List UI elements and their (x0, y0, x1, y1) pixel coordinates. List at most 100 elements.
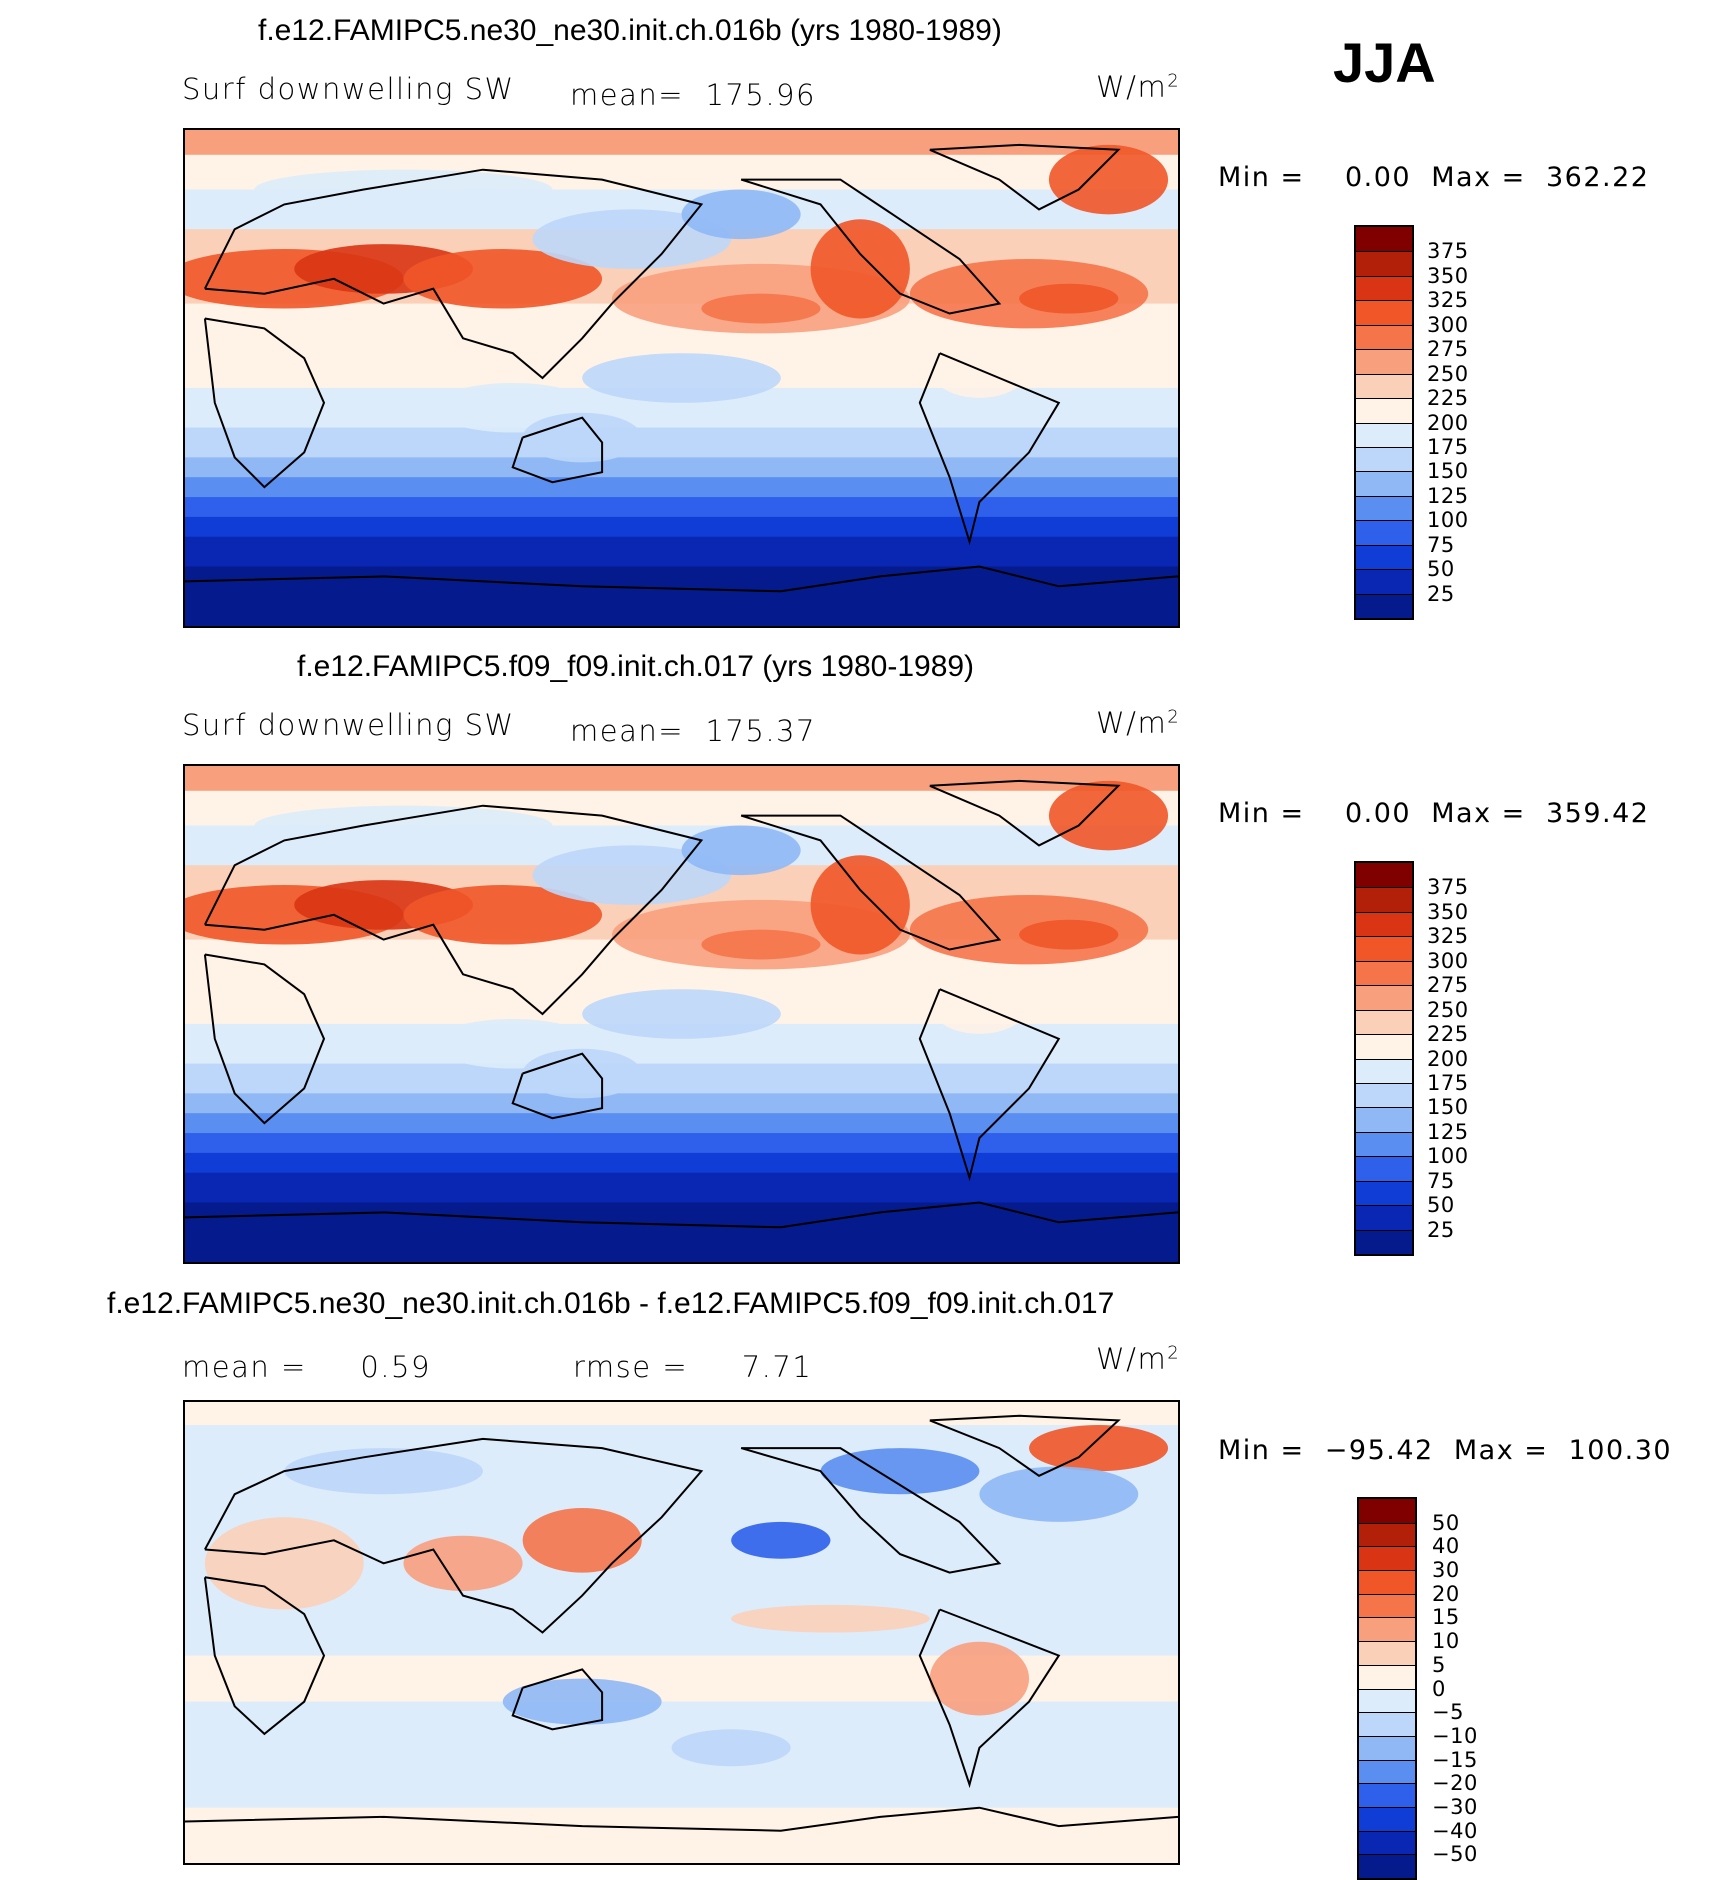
colorbar-tick-label: 30 (1432, 1558, 1460, 1583)
colorbar-tick-label: 150 (1427, 1095, 1469, 1120)
colorbar-tick-label: 225 (1427, 1022, 1469, 1047)
colorbar-cell (1356, 471, 1412, 496)
colorbar-cell (1356, 1180, 1412, 1206)
colorbar-tick-label: 100 (1427, 508, 1469, 533)
panel2-min-value: 0.00 (1344, 798, 1412, 829)
colorbar-cell (1359, 1688, 1415, 1713)
colorbar-tick-label: −50 (1432, 1842, 1478, 1867)
colorbar-cell (1356, 422, 1412, 447)
panel1-title: f.e12.FAMIPC5.ne30_ne30.init.ch.016b (yr… (258, 14, 1002, 47)
colorbar-cell (1356, 520, 1412, 545)
colorbar-tick-label: 350 (1427, 899, 1469, 924)
colorbar-tick-label: −30 (1432, 1794, 1478, 1819)
colorbar-cell (1356, 324, 1412, 350)
panel3-units: W/m2 (1096, 1342, 1181, 1376)
colorbar-tick-label: 125 (1427, 1119, 1469, 1144)
panel3-title: f.e12.FAMIPC5.ne30_ne30.init.ch.016b - f… (107, 1287, 1115, 1320)
colorbar-cell (1356, 1082, 1412, 1108)
panel1-map (183, 128, 1180, 628)
colorbar-tick-label: 125 (1427, 483, 1469, 508)
colorbar-cell (1356, 1131, 1412, 1157)
panel1-mean-value: 175.96 (705, 78, 816, 112)
colorbar-tick-label: 50 (1427, 557, 1455, 582)
colorbar-tick-label: −40 (1432, 1818, 1478, 1843)
colorbar-cell (1359, 1522, 1415, 1547)
colorbar-tick-label: 175 (1427, 1070, 1469, 1095)
colorbar-cell (1356, 911, 1412, 937)
panel2-title: f.e12.FAMIPC5.f09_f09.init.ch.017 (yrs 1… (297, 650, 975, 683)
colorbar-cell (1356, 1009, 1412, 1035)
coastlines (185, 143, 1178, 593)
colorbar-cell (1356, 1229, 1412, 1254)
colorbar-cell (1359, 1783, 1415, 1807)
colorbar-cell (1356, 887, 1412, 912)
colorbar-tick-label: 200 (1427, 410, 1469, 435)
colorbar-cell (1359, 1830, 1415, 1855)
panel3-mean-value: 0.59 (360, 1350, 431, 1384)
colorbar-cell (1356, 373, 1412, 399)
panel3-rmse-label: rmse = (573, 1350, 689, 1384)
colorbar-tick-label: 5 (1432, 1652, 1446, 1677)
panel3-rmse: rmse = 7.71 (573, 1350, 812, 1384)
map-field (185, 1402, 1178, 1863)
map-field (185, 766, 1178, 1262)
colorbar-tick-label: 0 (1432, 1676, 1446, 1701)
colorbar-cell (1359, 1617, 1415, 1642)
colorbar-tick-label: 15 (1432, 1605, 1460, 1630)
colorbar-cell (1356, 544, 1412, 570)
colorbar-cell (1356, 300, 1412, 325)
panel2-colorbar (1354, 861, 1414, 1256)
panel3-mean: mean = 0.59 (182, 1350, 431, 1384)
colorbar-tick-label: 50 (1432, 1510, 1460, 1535)
colorbar-cell (1356, 495, 1412, 521)
panel2-mean-value: 175.37 (705, 714, 816, 748)
colorbar-cell (1356, 1107, 1412, 1132)
panel2-map (183, 764, 1180, 1264)
panel1-max-value: 362.22 (1545, 162, 1650, 193)
colorbar-cell (1359, 1641, 1415, 1665)
season-label: JJA (1333, 31, 1436, 94)
panel3-min-value: −95.42 (1324, 1435, 1434, 1466)
panel3-max-value: 100.30 (1568, 1435, 1673, 1466)
colorbar-tick-label: 100 (1427, 1144, 1469, 1169)
colorbar-cell (1359, 1806, 1415, 1831)
colorbar-tick-label: −15 (1432, 1747, 1478, 1772)
colorbar-cell (1356, 936, 1412, 961)
colorbar-tick-label: 250 (1427, 361, 1469, 386)
colorbar-cell (1359, 1546, 1415, 1571)
colorbar-cell (1356, 251, 1412, 276)
colorbar-tick-label: 75 (1427, 1168, 1455, 1193)
colorbar-tick-label: −20 (1432, 1771, 1478, 1796)
colorbar-tick-label: 25 (1427, 581, 1455, 606)
coastlines (185, 1414, 1178, 1832)
colorbar-cell (1359, 1712, 1415, 1736)
panel3-colorbar (1357, 1497, 1417, 1880)
colorbar-cell (1356, 863, 1412, 888)
panel1-min-value: 0.00 (1344, 162, 1412, 193)
colorbar-tick-label: 350 (1427, 263, 1469, 288)
colorbar-cell (1356, 446, 1412, 472)
panel2-units: W/m2 (1096, 706, 1181, 740)
colorbar-tick-label: −5 (1432, 1700, 1464, 1725)
colorbar-tick-label: 225 (1427, 386, 1469, 411)
colorbar-cell (1356, 985, 1412, 1010)
colorbar-tick-label: 250 (1427, 997, 1469, 1022)
colorbar-tick-label: 20 (1432, 1581, 1460, 1606)
colorbar-tick-label: 40 (1432, 1534, 1460, 1559)
panel2-variable: Surf downwelling SW (182, 708, 515, 742)
panel1-mean-label: mean= (570, 78, 685, 112)
panel1-colorbar (1354, 225, 1414, 620)
map-field (185, 130, 1178, 626)
colorbar-tick-label: 150 (1427, 459, 1469, 484)
panel2-minmax: Min = 0.00 Max = 359.42 (1218, 798, 1650, 829)
colorbar-cell (1356, 593, 1412, 618)
panel1-units: W/m2 (1096, 70, 1181, 104)
panel1-minmax: Min = 0.00 Max = 362.22 (1218, 162, 1650, 193)
colorbar-cell (1356, 1058, 1412, 1083)
panel2-max-value: 359.42 (1545, 798, 1650, 829)
colorbar-cell (1356, 1034, 1412, 1059)
colorbar-tick-label: 25 (1427, 1217, 1455, 1242)
colorbar-cell (1356, 569, 1412, 594)
colorbar-cell (1359, 1854, 1415, 1878)
colorbar-tick-label: 375 (1427, 875, 1469, 900)
